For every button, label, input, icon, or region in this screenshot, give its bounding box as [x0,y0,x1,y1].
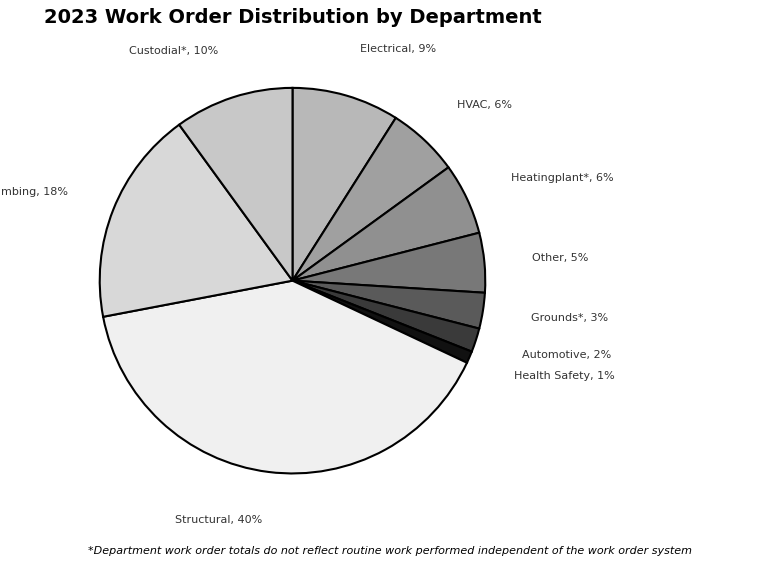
Wedge shape [292,167,479,281]
Text: *Department work order totals do not reflect routine work performed independent : *Department work order totals do not ref… [88,545,692,556]
Wedge shape [103,281,467,473]
Wedge shape [292,88,395,281]
Text: Heatingplant*, 6%: Heatingplant*, 6% [511,173,613,183]
Text: Grounds*, 3%: Grounds*, 3% [530,314,608,323]
Wedge shape [292,281,472,363]
Wedge shape [100,125,292,317]
Wedge shape [292,281,485,329]
Text: Structural, 40%: Structural, 40% [175,515,262,524]
Text: Health Safety, 1%: Health Safety, 1% [514,371,615,382]
Wedge shape [292,232,485,293]
Text: Electrical, 9%: Electrical, 9% [360,44,436,54]
Wedge shape [179,88,292,281]
Text: Custodial*, 10%: Custodial*, 10% [129,46,218,57]
Text: Automotive, 2%: Automotive, 2% [522,350,611,360]
Text: HVAC, 6%: HVAC, 6% [457,100,512,110]
Text: Other, 5%: Other, 5% [533,253,589,263]
Wedge shape [292,281,479,352]
Text: Plumbing, 18%: Plumbing, 18% [0,187,69,197]
Title: 2023 Work Order Distribution by Department: 2023 Work Order Distribution by Departme… [44,8,541,27]
Wedge shape [292,118,448,281]
